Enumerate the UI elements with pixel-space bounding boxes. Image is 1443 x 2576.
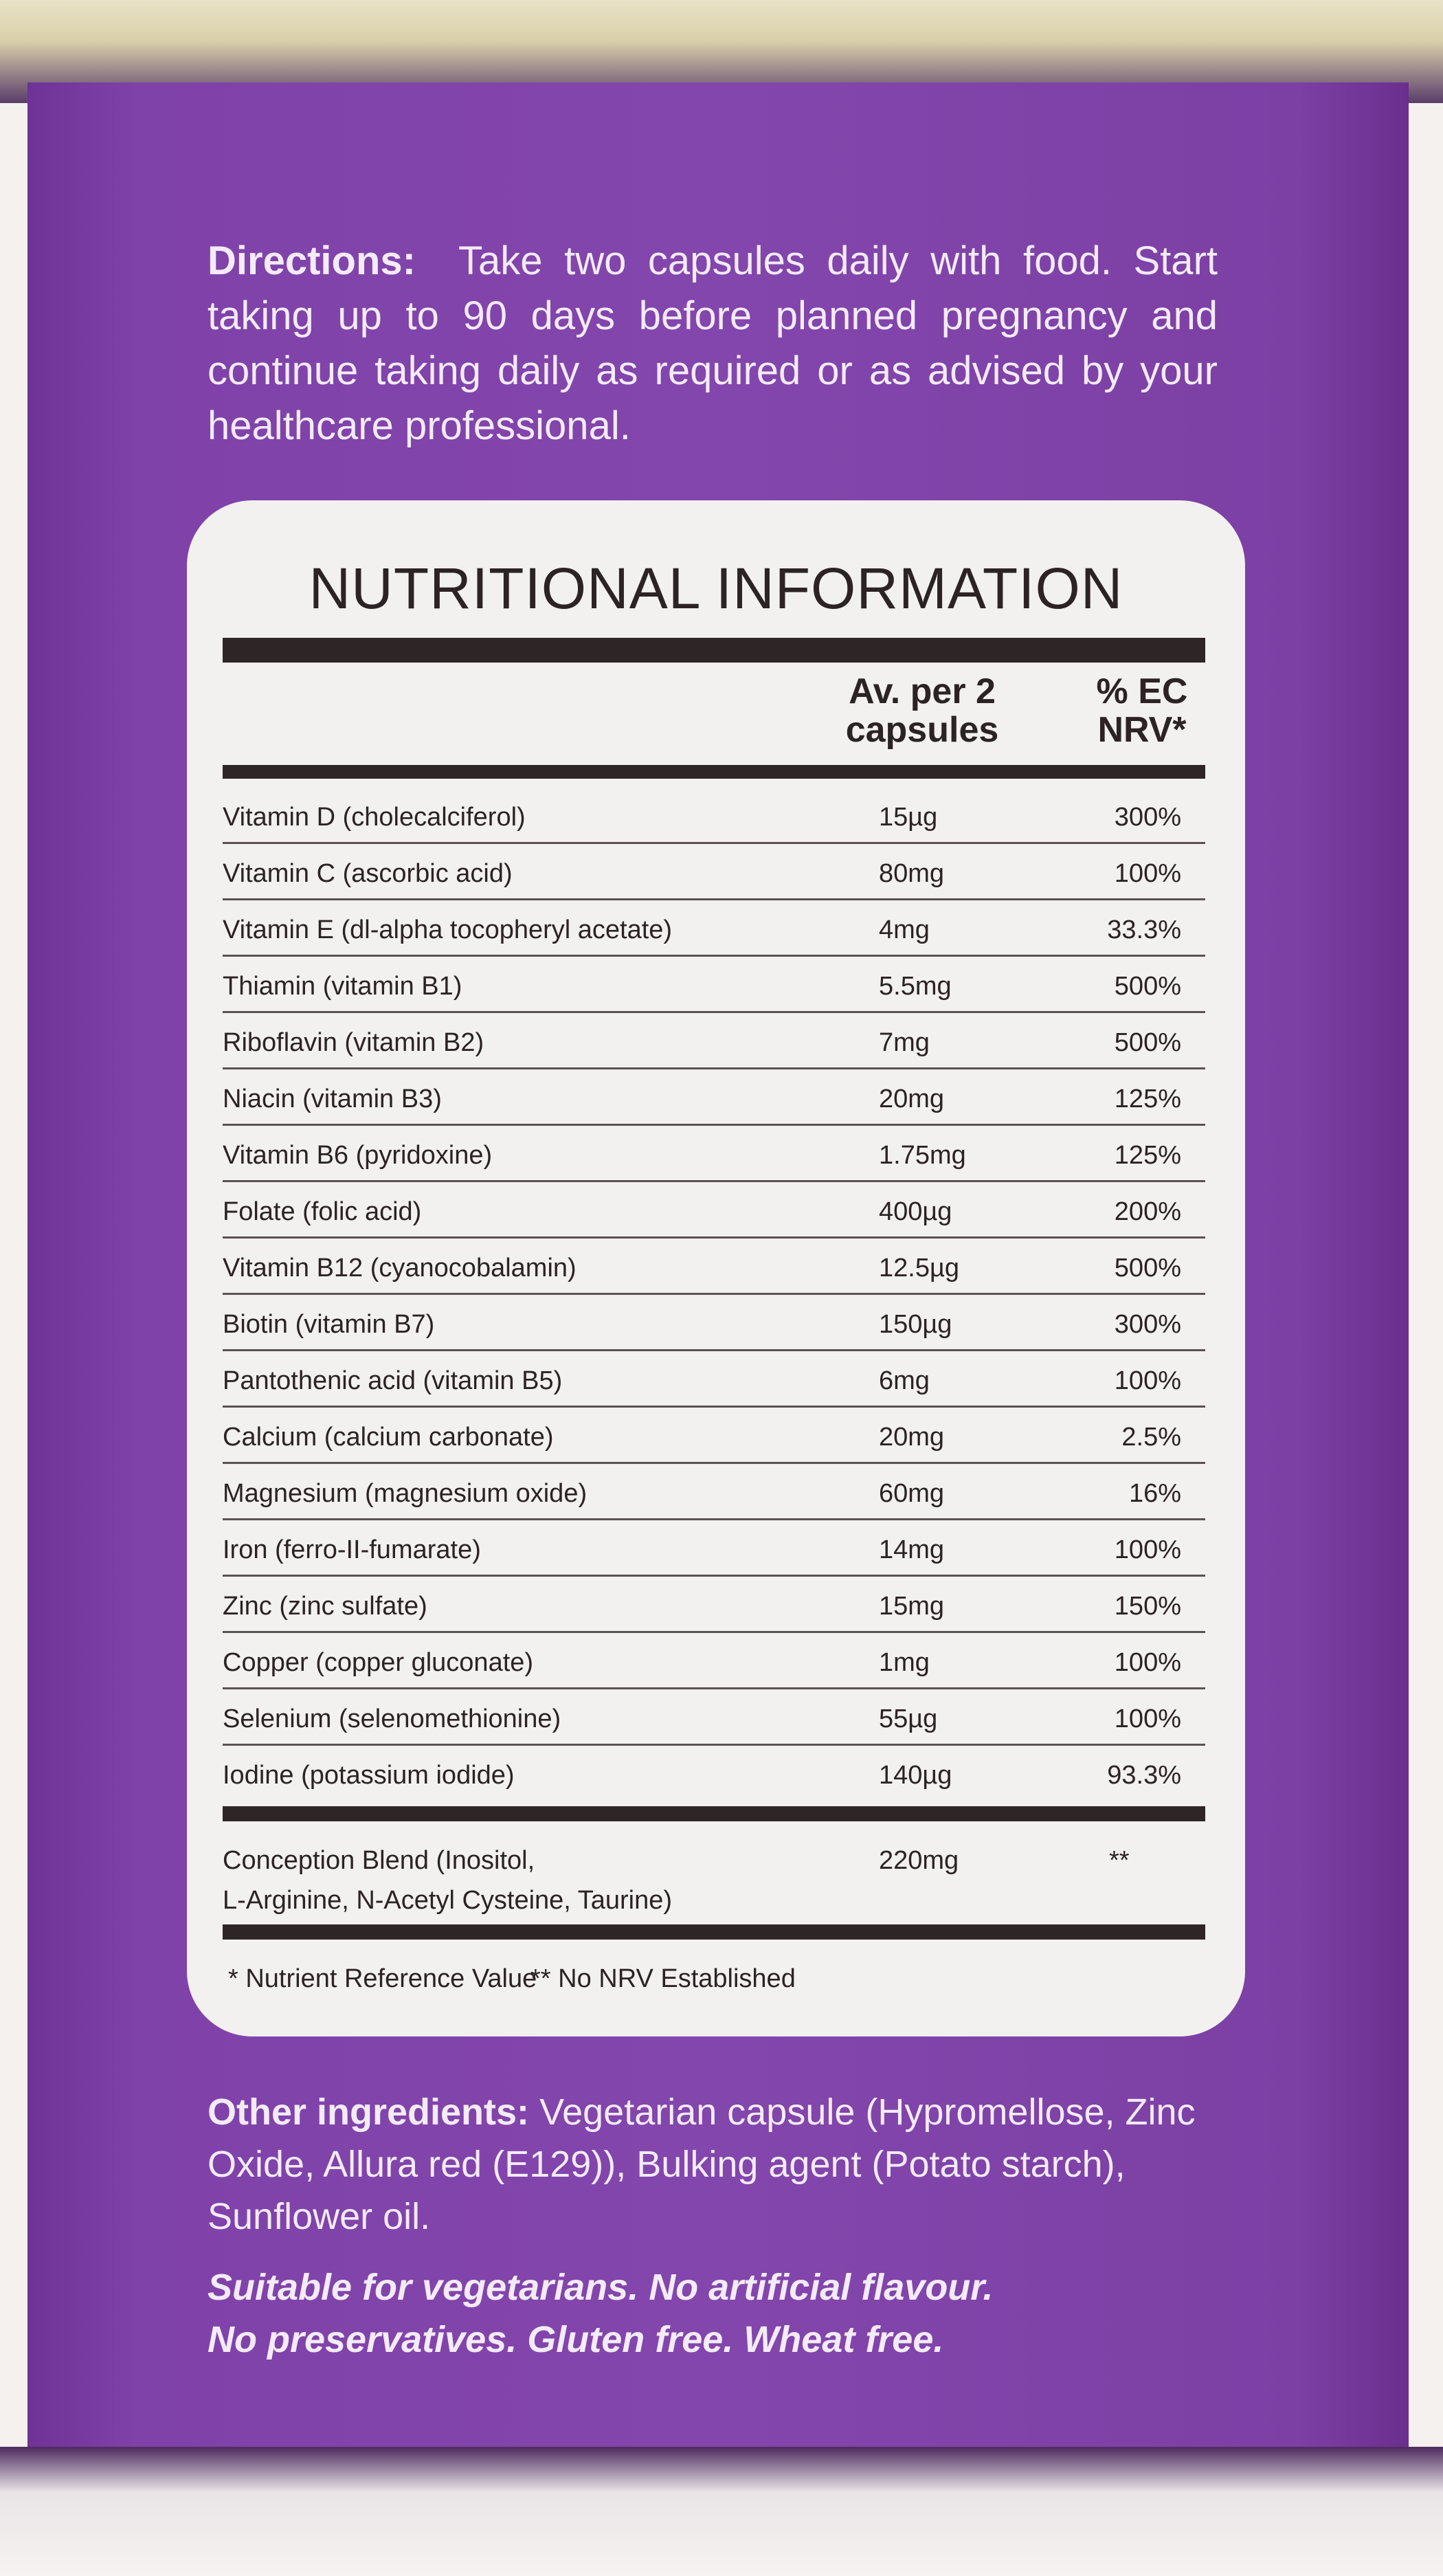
table-row: Vitamin B6 (pyridoxine) 1.75mg 125% bbox=[223, 1126, 1205, 1182]
nutrition-panel: NUTRITIONAL INFORMATION Av. per 2 capsul… bbox=[187, 500, 1245, 2036]
nutrient-name: Thiamin (vitamin B1) bbox=[223, 972, 462, 1001]
nutrient-amount: 12.5µg bbox=[879, 1254, 959, 1283]
footnote-no-nrv: ** No NRV Established bbox=[530, 1964, 796, 1993]
nutrient-amount: 6mg bbox=[879, 1366, 930, 1395]
nutrient-name: Folate (folic acid) bbox=[223, 1197, 422, 1226]
table-row: Thiamin (vitamin B1) 5.5mg 500% bbox=[223, 957, 1205, 1013]
directions-text: Take two capsules daily with food. Start… bbox=[208, 238, 1218, 448]
nutrient-nrv: 100% bbox=[1114, 1705, 1181, 1733]
nutrient-name: Vitamin B12 (cyanocobalamin) bbox=[223, 1254, 577, 1283]
directions: Directions: Take two capsules daily with… bbox=[208, 234, 1218, 454]
blend-nrv: ** bbox=[1109, 1846, 1130, 1875]
nutrient-nrv: 125% bbox=[1114, 1085, 1181, 1113]
table-row: Niacin (vitamin B3) 20mg 125% bbox=[223, 1069, 1205, 1126]
nutrient-amount: 55µg bbox=[879, 1705, 938, 1733]
blend-row: Conception Blend (Inositol, L-Arginine, … bbox=[223, 1846, 1205, 1935]
nutrient-amount: 1.75mg bbox=[879, 1141, 966, 1170]
nutrient-amount: 15mg bbox=[879, 1592, 945, 1621]
nutrient-amount: 400µg bbox=[879, 1197, 952, 1226]
table-row: Riboflavin (vitamin B2) 7mg 500% bbox=[223, 1013, 1205, 1069]
other-ingredients-label: Other ingredients: bbox=[208, 2091, 530, 2133]
nutrient-name: Vitamin D (cholecalciferol) bbox=[223, 803, 526, 832]
suitable-line-1: Suitable for vegetarians. No artificial … bbox=[208, 2267, 994, 2308]
nutrient-nrv: 100% bbox=[1114, 1535, 1181, 1564]
nutrient-nrv: 500% bbox=[1114, 972, 1181, 1001]
directions-label: Directions: bbox=[208, 238, 416, 283]
table-row: Magnesium (magnesium oxide) 60mg 16% bbox=[223, 1464, 1205, 1520]
nutrient-nrv: 100% bbox=[1114, 1648, 1181, 1677]
nutrient-name: Vitamin B6 (pyridoxine) bbox=[223, 1141, 493, 1170]
nutrient-amount: 4mg bbox=[879, 915, 930, 944]
blend-name-1: Conception Blend (Inositol, bbox=[223, 1846, 535, 1875]
blend-name-2: L-Arginine, N-Acetyl Cysteine, Taurine) bbox=[223, 1886, 673, 1915]
nutrient-amount: 7mg bbox=[879, 1028, 930, 1057]
nutrient-nrv: 500% bbox=[1114, 1254, 1181, 1283]
nutrient-nrv: 300% bbox=[1114, 803, 1181, 832]
divider-thick bbox=[223, 638, 1205, 663]
table-row: Vitamin D (cholecalciferol) 15µg 300% bbox=[223, 788, 1205, 844]
nutrient-nrv: 500% bbox=[1114, 1028, 1181, 1057]
nutrient-nrv: 100% bbox=[1114, 1366, 1181, 1395]
other-ingredients-text: Vegetarian capsule (Hypromellose, Zinc O… bbox=[208, 2091, 1196, 2237]
nutrient-nrv: 33.3% bbox=[1107, 915, 1181, 944]
nutrient-nrv: 2.5% bbox=[1121, 1423, 1181, 1452]
nutrient-nrv: 150% bbox=[1114, 1592, 1181, 1621]
nutrient-amount: 15µg bbox=[879, 803, 938, 832]
table-row: Folate (folic acid) 400µg 200% bbox=[223, 1182, 1205, 1239]
table-row: Biotin (vitamin B7) 150µg 300% bbox=[223, 1295, 1205, 1351]
nutrient-amount: 150µg bbox=[879, 1310, 952, 1339]
panel-title: NUTRITIONAL INFORMATION bbox=[309, 556, 1123, 621]
table-row: Vitamin C (ascorbic acid) 80mg 100% bbox=[223, 844, 1205, 900]
nutrient-nrv: 16% bbox=[1128, 1479, 1181, 1508]
table-row: Selenium (selenomethionine) 55µg 100% bbox=[223, 1689, 1205, 1746]
nutrient-name: Niacin (vitamin B3) bbox=[223, 1085, 442, 1113]
suitable-line-2: No preservatives. Gluten free. Wheat fre… bbox=[208, 2319, 944, 2360]
nutrient-amount: 80mg bbox=[879, 859, 945, 888]
table-row: Calcium (calcium carbonate) 20mg 2.5% bbox=[223, 1408, 1205, 1464]
nutrient-amount: 60mg bbox=[879, 1479, 945, 1508]
nutrient-name: Magnesium (magnesium oxide) bbox=[223, 1479, 588, 1508]
nutrient-amount: 20mg bbox=[879, 1085, 945, 1113]
table-row: Copper (copper gluconate) 1mg 100% bbox=[223, 1633, 1205, 1689]
nutrient-amount: 20mg bbox=[879, 1423, 945, 1452]
footnote-nrv: * Nutrient Reference Value bbox=[228, 1964, 537, 1993]
nutrient-name: Calcium (calcium carbonate) bbox=[223, 1423, 554, 1452]
divider-header bbox=[223, 765, 1205, 779]
table-row: Vitamin E (dl-alpha tocopheryl acetate) 4… bbox=[223, 900, 1205, 957]
table-row: Iodine (potassium iodide) 140µg 93.3% bbox=[223, 1746, 1205, 1800]
nutrient-name: Pantothenic acid (vitamin B5) bbox=[223, 1366, 563, 1395]
other-ingredients: Other ingredients: Vegetarian capsule (H… bbox=[208, 2086, 1218, 2243]
nutrient-nrv: 300% bbox=[1114, 1310, 1181, 1339]
table-row: Iron (ferro-II-fumarate) 14mg 100% bbox=[223, 1520, 1205, 1577]
nutrient-nrv: 93.3% bbox=[1107, 1761, 1181, 1790]
nutrient-name: Selenium (selenomethionine) bbox=[223, 1705, 561, 1733]
nutrient-name: Vitamin E (dl-alpha tocopheryl acetate) bbox=[223, 915, 673, 944]
table-row: Vitamin B12 (cyanocobalamin) 12.5µg 500% bbox=[223, 1239, 1205, 1295]
suitability-statement: Suitable for vegetarians. No artificial … bbox=[208, 2261, 1218, 2366]
nutrient-amount: 1mg bbox=[879, 1648, 930, 1677]
nutrient-amount: 140µg bbox=[879, 1761, 952, 1790]
nutrient-table: Vitamin D (cholecalciferol) 15µg 300% Vitam… bbox=[223, 788, 1205, 1800]
blend-amount: 220mg bbox=[879, 1846, 959, 1875]
header-amount: Av. per 2 capsules bbox=[845, 671, 999, 750]
nutrient-name: Biotin (vitamin B7) bbox=[223, 1310, 435, 1339]
table-row: Zinc (zinc sulfate) 15mg 150% bbox=[223, 1577, 1205, 1633]
nutrient-amount: 5.5mg bbox=[879, 972, 952, 1001]
nutrient-name: Vitamin C (ascorbic acid) bbox=[223, 859, 513, 888]
nutrient-name: Iron (ferro-II-fumarate) bbox=[223, 1535, 481, 1564]
nutrient-name: Copper (copper gluconate) bbox=[223, 1648, 534, 1677]
divider-blend bbox=[223, 1806, 1205, 1821]
nutrient-nrv: 200% bbox=[1114, 1197, 1181, 1226]
table-row: Pantothenic acid (vitamin B5) 6mg 100% bbox=[223, 1351, 1205, 1408]
header-nrv: % EC NRV* bbox=[1096, 671, 1188, 750]
nutrient-name: Zinc (zinc sulfate) bbox=[223, 1592, 427, 1621]
nutrient-name: Riboflavin (vitamin B2) bbox=[223, 1028, 484, 1057]
nutrient-amount: 14mg bbox=[879, 1535, 945, 1564]
nutrient-nrv: 100% bbox=[1114, 859, 1181, 888]
nutrient-nrv: 125% bbox=[1114, 1141, 1181, 1170]
nutrient-name: Iodine (potassium iodide) bbox=[223, 1761, 515, 1790]
divider-footer bbox=[223, 1924, 1205, 1940]
box-bottom-edge bbox=[0, 2447, 1443, 2576]
